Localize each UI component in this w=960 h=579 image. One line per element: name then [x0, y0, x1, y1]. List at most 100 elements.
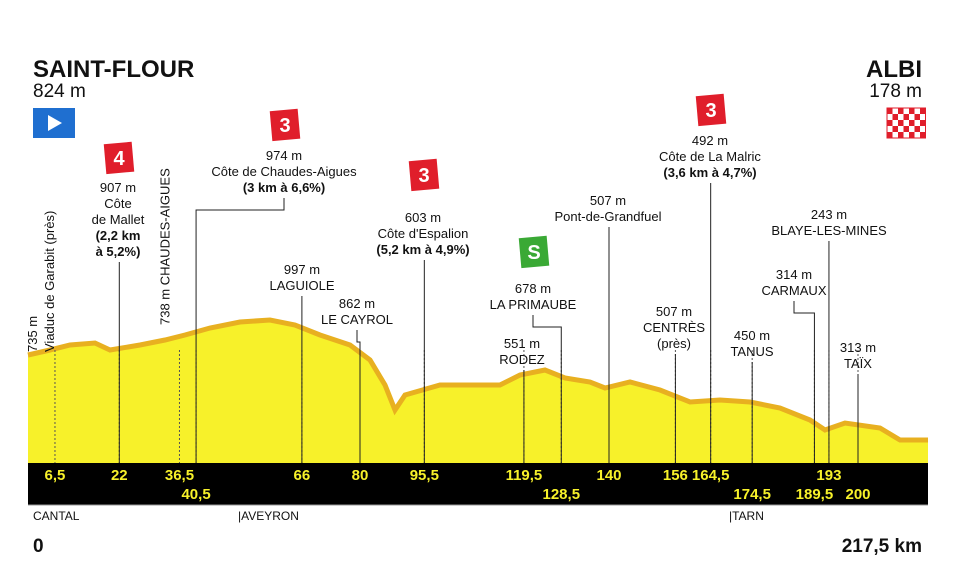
- climb-badge: [269, 108, 301, 142]
- km-label: 189,5: [796, 486, 834, 503]
- climb-badge: [518, 235, 550, 269]
- flag-cell: [903, 132, 909, 138]
- climb-category: S: [527, 242, 540, 264]
- flag-cell: [909, 120, 915, 126]
- km-label: 119,5: [506, 467, 543, 484]
- flag-cell: [909, 114, 915, 120]
- flag-cell: [909, 108, 915, 114]
- flag-cell: [903, 120, 909, 126]
- flag-cell: [909, 126, 915, 132]
- flag-cell: [920, 120, 926, 126]
- point-label: Côte: [104, 196, 131, 211]
- point-label: 678 m: [515, 281, 551, 296]
- flag-cell: [887, 126, 893, 132]
- flag-cell: [898, 120, 904, 126]
- climb-detail: (5,2 km à 4,9%): [376, 242, 469, 257]
- flag-cell: [903, 114, 909, 120]
- point-label: 603 m: [405, 210, 441, 225]
- point-label: 450 m: [734, 328, 770, 343]
- finish-name: ALBI: [866, 56, 922, 83]
- point-label: BLAYE-LES-MINES: [771, 223, 887, 238]
- point-label: LAGUIOLE: [269, 278, 334, 293]
- point-label: 738 m CHAUDES-AIGUES: [157, 168, 172, 325]
- start-name: SAINT-FLOUR: [33, 56, 194, 83]
- flag-cell: [903, 126, 909, 132]
- flag-cell: [887, 132, 893, 138]
- point-label: Côte de La Malric: [659, 149, 761, 164]
- km-label: 128,5: [543, 486, 581, 503]
- point-label: Côte d'Espalion: [378, 226, 469, 241]
- flag-cell: [914, 120, 920, 126]
- climb-detail: (2,2 km: [96, 228, 141, 243]
- finish-icon: [886, 107, 926, 139]
- point-label: LE CAYROL: [321, 312, 393, 327]
- point-label: 492 m: [692, 133, 728, 148]
- point-label: de Mallet: [92, 212, 145, 227]
- km-bar: [28, 463, 928, 505]
- climb-detail: (3,6 km à 4,7%): [663, 165, 756, 180]
- point-label: Côte de Chaudes-Aigues: [211, 164, 357, 179]
- climb-category: 4: [113, 148, 125, 170]
- flag-cell: [914, 126, 920, 132]
- point-label: Viaduc de Garabit (près): [42, 211, 57, 352]
- profile-edge: [27, 317, 928, 443]
- flag-cell: [909, 132, 915, 138]
- flag-cell: [920, 126, 926, 132]
- flag-cell: [898, 132, 904, 138]
- connector: [532, 315, 562, 463]
- flag-border: [886, 107, 926, 139]
- flag-cell: [903, 108, 909, 114]
- point-label: 735 m: [25, 316, 40, 352]
- km-label: 156: [663, 467, 688, 484]
- point-label: RODEZ: [499, 352, 545, 367]
- point-label: CENTRÈS: [643, 320, 705, 335]
- flag-cell: [892, 126, 898, 132]
- flag-cell: [898, 114, 904, 120]
- point-label: 243 m: [811, 207, 847, 222]
- km-label: 193: [816, 467, 841, 484]
- km-label: 36,5: [165, 467, 194, 484]
- climb-category: 3: [705, 100, 716, 122]
- climb-detail: (3 km à 6,6%): [243, 180, 325, 195]
- point-label: 974 m: [266, 148, 302, 163]
- km-label: 22: [111, 467, 128, 484]
- point-label: TAÏX: [844, 356, 872, 371]
- km-label: 6,5: [45, 467, 66, 484]
- km-label: 40,5: [181, 486, 210, 503]
- flag-cell: [920, 114, 926, 120]
- flag-cell: [898, 108, 904, 114]
- flag-cell: [887, 108, 893, 114]
- climb-badge: [408, 158, 440, 192]
- km-label: 200: [845, 486, 870, 503]
- flag-cell: [920, 132, 926, 138]
- connector: [356, 330, 361, 463]
- point-label: 507 m: [656, 304, 692, 319]
- point-label: LA PRIMAUBE: [490, 297, 577, 312]
- region-label: |AVEYRON: [238, 509, 299, 523]
- point-label: 551 m: [504, 336, 540, 351]
- km-label: 164,5: [692, 467, 730, 484]
- point-label: 314 m: [776, 267, 812, 282]
- km-label: 174,5: [733, 486, 771, 503]
- climb-category: 3: [279, 115, 290, 137]
- point-label: 907 m: [100, 180, 136, 195]
- climb-detail: à 5,2%): [96, 244, 141, 259]
- connector: [195, 198, 285, 463]
- region-label: |TARN: [729, 509, 764, 523]
- point-label: (près): [657, 336, 691, 351]
- finish-altitude: 178 m: [869, 81, 922, 102]
- distance-start: 0: [33, 536, 44, 557]
- point-label: Pont-de-Grandfuel: [555, 209, 662, 224]
- km-label: 95,5: [410, 467, 439, 484]
- point-label: 507 m: [590, 193, 626, 208]
- climb-badge: [695, 93, 727, 127]
- point-label: 997 m: [284, 262, 320, 277]
- flag-cell: [887, 120, 893, 126]
- flag-cell: [892, 114, 898, 120]
- distance-end: 217,5 km: [842, 536, 922, 557]
- region-label: CANTAL: [33, 509, 80, 523]
- point-label: 862 m: [339, 296, 375, 311]
- km-label: 66: [294, 467, 311, 484]
